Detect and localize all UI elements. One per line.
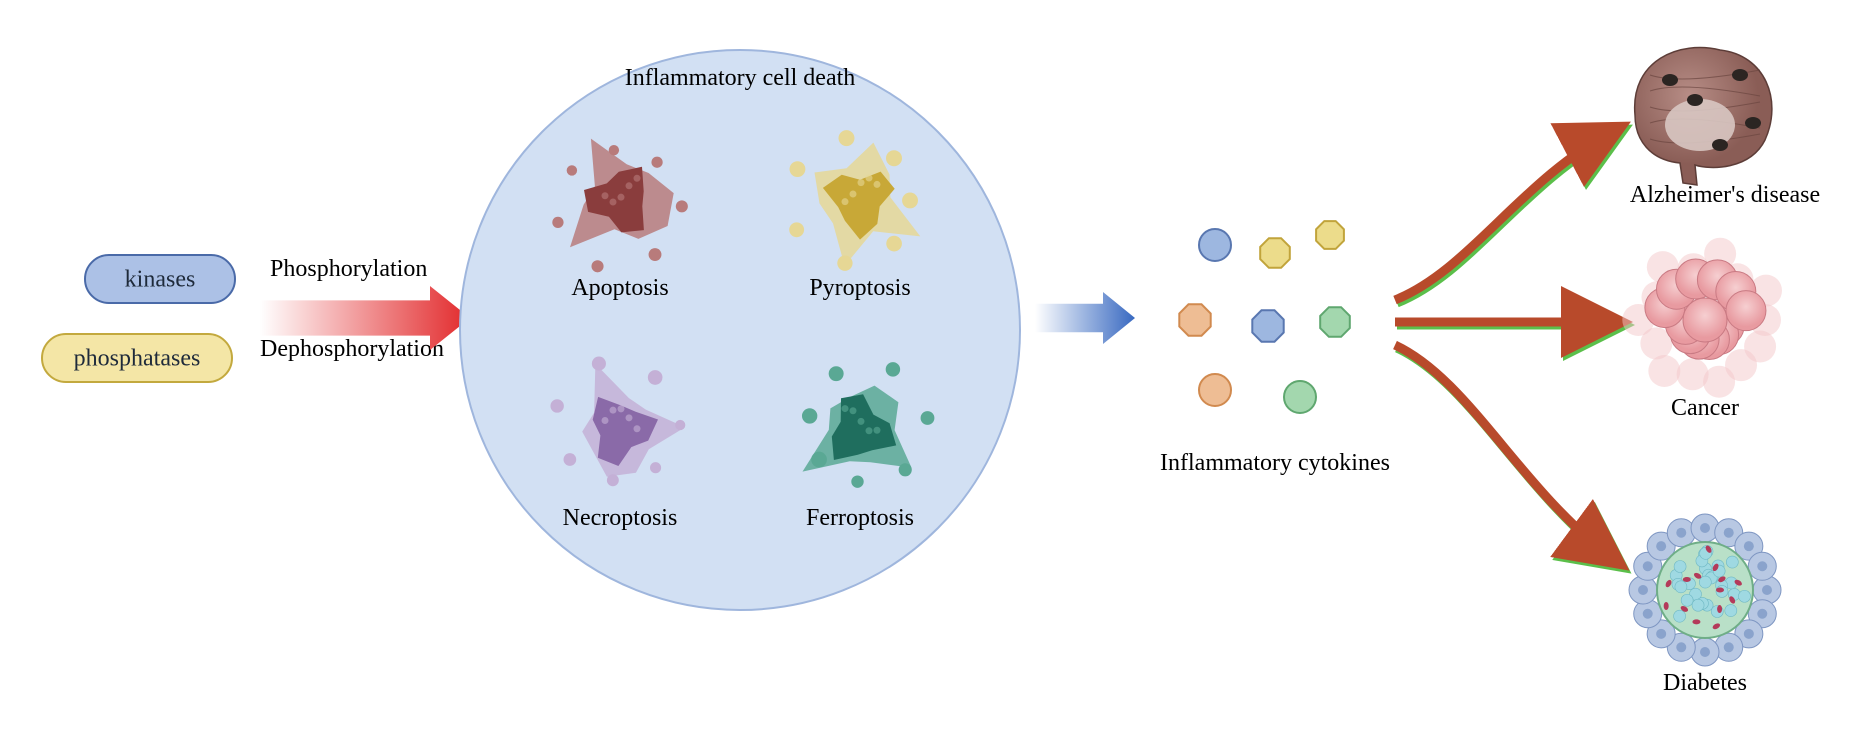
disease-diabetes xyxy=(1629,514,1781,666)
phosphorylation-label: Phosphorylation xyxy=(270,256,427,282)
phosphatases-label: phosphatases xyxy=(74,346,201,372)
to-diabetes xyxy=(1395,345,1615,560)
cytokines-cluster xyxy=(1179,221,1350,413)
dephosphorylation-label: Dephosphorylation xyxy=(260,336,444,362)
enzyme-kinases: kinases xyxy=(85,255,235,303)
pyroptosis-label: Pyroptosis xyxy=(809,275,910,301)
kinases-label: kinases xyxy=(125,267,196,293)
cytokine-dot xyxy=(1252,310,1283,341)
outcome-arrow xyxy=(1035,292,1135,344)
cytokine-dot xyxy=(1320,307,1350,337)
necroptosis-label: Necroptosis xyxy=(563,505,678,531)
cytokine-dot xyxy=(1199,229,1231,261)
cytokine-dot xyxy=(1179,304,1210,335)
alzheimers-label: Alzheimer's disease xyxy=(1630,182,1820,208)
disease-alzheimers xyxy=(1635,48,1772,185)
diagram-canvas: kinases phosphatases Phosphorylation Dep… xyxy=(0,0,1852,755)
cancer-label: Cancer xyxy=(1671,395,1739,421)
cytokines-label: Inflammatory cytokines xyxy=(1160,450,1390,476)
apoptosis-label: Apoptosis xyxy=(571,275,668,301)
cytokine-dot xyxy=(1316,221,1344,249)
disease-cancer xyxy=(1622,238,1782,398)
cell-death-circle xyxy=(460,50,1020,610)
ferroptosis-label: Ferroptosis xyxy=(806,505,914,531)
cytokine-dot xyxy=(1199,374,1231,406)
cytokine-dot xyxy=(1260,238,1290,268)
cytokine-dot xyxy=(1284,381,1316,413)
enzyme-phosphatases: phosphatases xyxy=(42,334,232,382)
diabetes-label: Diabetes xyxy=(1663,670,1747,696)
cell-death-title: Inflammatory cell death xyxy=(625,65,856,91)
